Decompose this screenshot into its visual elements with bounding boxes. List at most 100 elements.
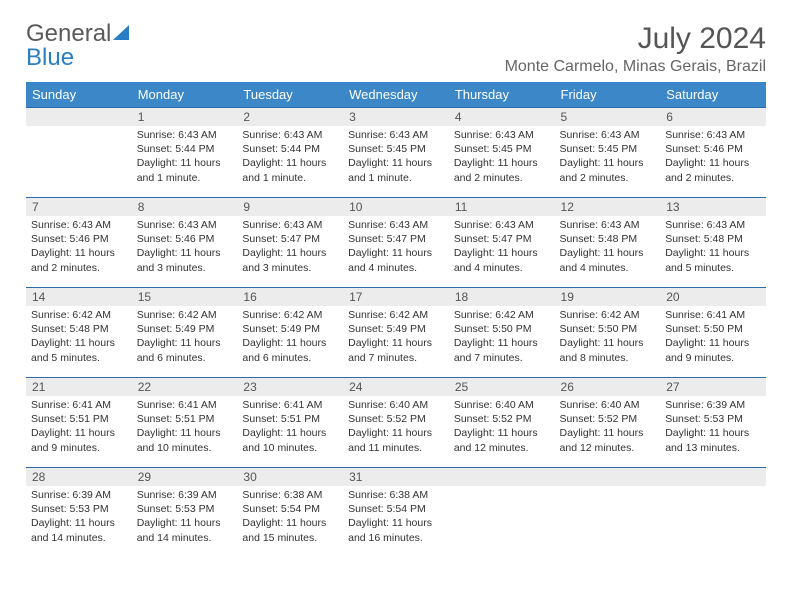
sunset-text: Sunset: 5:54 PM xyxy=(348,502,444,516)
sunrise-text: Sunrise: 6:43 AM xyxy=(560,218,656,232)
sunrise-text: Sunrise: 6:43 AM xyxy=(560,128,656,142)
daynum: 17 xyxy=(343,288,449,306)
calendar-cell: 30Sunrise: 6:38 AMSunset: 5:54 PMDayligh… xyxy=(237,468,343,558)
sunrise-text: Sunrise: 6:41 AM xyxy=(31,398,127,412)
calendar-cell: 8Sunrise: 6:43 AMSunset: 5:46 PMDaylight… xyxy=(132,198,238,288)
cell-body: Sunrise: 6:41 AMSunset: 5:50 PMDaylight:… xyxy=(660,306,766,369)
calendar-table: Sunday Monday Tuesday Wednesday Thursday… xyxy=(26,82,766,558)
daylight-text: Daylight: 11 hours and 15 minutes. xyxy=(242,516,338,544)
calendar-cell: 18Sunrise: 6:42 AMSunset: 5:50 PMDayligh… xyxy=(449,288,555,378)
sunset-text: Sunset: 5:52 PM xyxy=(348,412,444,426)
daynum: 21 xyxy=(26,378,132,396)
daylight-text: Daylight: 11 hours and 7 minutes. xyxy=(348,336,444,364)
cell-body: Sunrise: 6:41 AMSunset: 5:51 PMDaylight:… xyxy=(26,396,132,459)
sunrise-text: Sunrise: 6:39 AM xyxy=(665,398,761,412)
calendar-cell xyxy=(449,468,555,558)
sunset-text: Sunset: 5:50 PM xyxy=(560,322,656,336)
sunset-text: Sunset: 5:46 PM xyxy=(137,232,233,246)
header: General Blue July 2024 Monte Carmelo, Mi… xyxy=(26,22,766,76)
daylight-text: Daylight: 11 hours and 2 minutes. xyxy=(560,156,656,184)
sunrise-text: Sunrise: 6:40 AM xyxy=(560,398,656,412)
calendar-cell: 10Sunrise: 6:43 AMSunset: 5:47 PMDayligh… xyxy=(343,198,449,288)
cell-body: Sunrise: 6:41 AMSunset: 5:51 PMDaylight:… xyxy=(132,396,238,459)
sunrise-text: Sunrise: 6:38 AM xyxy=(242,488,338,502)
daynum: 5 xyxy=(555,108,661,126)
sunset-text: Sunset: 5:54 PM xyxy=(242,502,338,516)
sunset-text: Sunset: 5:49 PM xyxy=(137,322,233,336)
calendar-cell: 28Sunrise: 6:39 AMSunset: 5:53 PMDayligh… xyxy=(26,468,132,558)
calendar-cell: 15Sunrise: 6:42 AMSunset: 5:49 PMDayligh… xyxy=(132,288,238,378)
calendar-row: 21Sunrise: 6:41 AMSunset: 5:51 PMDayligh… xyxy=(26,378,766,468)
sunrise-text: Sunrise: 6:43 AM xyxy=(242,128,338,142)
daynum: 28 xyxy=(26,468,132,486)
calendar-cell: 20Sunrise: 6:41 AMSunset: 5:50 PMDayligh… xyxy=(660,288,766,378)
title-block: July 2024 Monte Carmelo, Minas Gerais, B… xyxy=(505,22,766,76)
calendar-cell: 2Sunrise: 6:43 AMSunset: 5:44 PMDaylight… xyxy=(237,108,343,198)
sunset-text: Sunset: 5:45 PM xyxy=(560,142,656,156)
logo-word2: Blue xyxy=(26,44,74,71)
sunset-text: Sunset: 5:44 PM xyxy=(242,142,338,156)
daylight-text: Daylight: 11 hours and 16 minutes. xyxy=(348,516,444,544)
calendar-cell xyxy=(660,468,766,558)
cell-body: Sunrise: 6:40 AMSunset: 5:52 PMDaylight:… xyxy=(449,396,555,459)
sunset-text: Sunset: 5:48 PM xyxy=(560,232,656,246)
daynum: 14 xyxy=(26,288,132,306)
sunrise-text: Sunrise: 6:43 AM xyxy=(665,218,761,232)
daynum: 8 xyxy=(132,198,238,216)
sunset-text: Sunset: 5:45 PM xyxy=(454,142,550,156)
cell-body: Sunrise: 6:43 AMSunset: 5:46 PMDaylight:… xyxy=(26,216,132,279)
cell-body: Sunrise: 6:40 AMSunset: 5:52 PMDaylight:… xyxy=(555,396,661,459)
daynum: 20 xyxy=(660,288,766,306)
logo: General Blue xyxy=(26,22,133,70)
sunset-text: Sunset: 5:46 PM xyxy=(665,142,761,156)
sunrise-text: Sunrise: 6:42 AM xyxy=(137,308,233,322)
sunset-text: Sunset: 5:50 PM xyxy=(665,322,761,336)
calendar-cell: 7Sunrise: 6:43 AMSunset: 5:46 PMDaylight… xyxy=(26,198,132,288)
sunset-text: Sunset: 5:53 PM xyxy=(31,502,127,516)
cell-body: Sunrise: 6:42 AMSunset: 5:49 PMDaylight:… xyxy=(343,306,449,369)
daynum: 23 xyxy=(237,378,343,396)
calendar-cell: 5 Sunrise: 6:43 AMSunset: 5:45 PMDaylight… xyxy=(555,108,661,198)
calendar-cell xyxy=(26,108,132,198)
daylight-text: Daylight: 11 hours and 1 minute. xyxy=(242,156,338,184)
daylight-text: Daylight: 11 hours and 6 minutes. xyxy=(137,336,233,364)
calendar-cell xyxy=(555,468,661,558)
sunrise-text: Sunrise: 6:43 AM xyxy=(242,218,338,232)
sunrise-text: Sunrise: 6:41 AM xyxy=(242,398,338,412)
sunset-text: Sunset: 5:48 PM xyxy=(665,232,761,246)
calendar-row: 14Sunrise: 6:42 AMSunset: 5:48 PMDayligh… xyxy=(26,288,766,378)
dayheader-wed: Wednesday xyxy=(343,82,449,108)
daynum-empty xyxy=(660,468,766,486)
daynum: 16 xyxy=(237,288,343,306)
sunrise-text: Sunrise: 6:43 AM xyxy=(31,218,127,232)
daynum: 10 xyxy=(343,198,449,216)
calendar-row: 1Sunrise: 6:43 AMSunset: 5:44 PMDaylight… xyxy=(26,108,766,198)
daylight-text: Daylight: 11 hours and 2 minutes. xyxy=(31,246,127,274)
daylight-text: Daylight: 11 hours and 2 minutes. xyxy=(454,156,550,184)
daynum: 25 xyxy=(449,378,555,396)
sunrise-text: Sunrise: 6:43 AM xyxy=(348,128,444,142)
cell-body: Sunrise: 6:43 AMSunset: 5:45 PMDaylight:… xyxy=(449,126,555,189)
daylight-text: Daylight: 11 hours and 4 minutes. xyxy=(348,246,444,274)
sunrise-text: Sunrise: 6:42 AM xyxy=(348,308,444,322)
sunset-text: Sunset: 5:45 PM xyxy=(348,142,444,156)
sunset-text: Sunset: 5:44 PM xyxy=(137,142,233,156)
daynum: 4 xyxy=(449,108,555,126)
calendar-cell: 14Sunrise: 6:42 AMSunset: 5:48 PMDayligh… xyxy=(26,288,132,378)
calendar-cell: 26Sunrise: 6:40 AMSunset: 5:52 PMDayligh… xyxy=(555,378,661,468)
sunset-text: Sunset: 5:51 PM xyxy=(137,412,233,426)
cell-body: Sunrise: 6:41 AMSunset: 5:51 PMDaylight:… xyxy=(237,396,343,459)
month-title: July 2024 xyxy=(505,22,766,56)
daylight-text: Daylight: 11 hours and 9 minutes. xyxy=(665,336,761,364)
daylight-text: Daylight: 11 hours and 13 minutes. xyxy=(665,426,761,454)
calendar-cell: 25Sunrise: 6:40 AMSunset: 5:52 PMDayligh… xyxy=(449,378,555,468)
daylight-text: Daylight: 11 hours and 6 minutes. xyxy=(242,336,338,364)
calendar-cell: 1Sunrise: 6:43 AMSunset: 5:44 PMDaylight… xyxy=(132,108,238,198)
location: Monte Carmelo, Minas Gerais, Brazil xyxy=(505,58,766,76)
cell-body: Sunrise: 6:38 AMSunset: 5:54 PMDaylight:… xyxy=(343,486,449,549)
dayheader-thu: Thursday xyxy=(449,82,555,108)
sunrise-text: Sunrise: 6:43 AM xyxy=(348,218,444,232)
sunset-text: Sunset: 5:51 PM xyxy=(242,412,338,426)
daynum: 29 xyxy=(132,468,238,486)
sunrise-text: Sunrise: 6:42 AM xyxy=(31,308,127,322)
